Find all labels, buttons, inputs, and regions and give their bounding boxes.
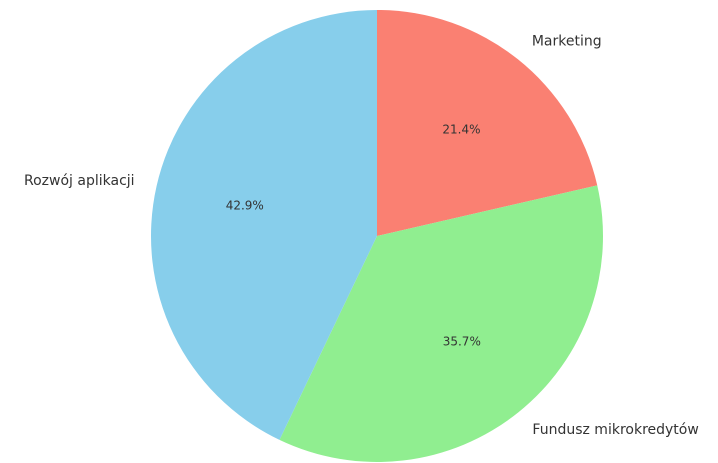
- pie-slice: [377, 10, 598, 236]
- value-label: 35.7%: [443, 334, 481, 348]
- pie-slice: [279, 185, 603, 462]
- slice-label: Marketing: [532, 33, 602, 49]
- value-label: 42.9%: [226, 199, 264, 213]
- pie-slice: [150, 9, 377, 440]
- slice-label: Fundusz mikrokredytów: [532, 422, 698, 438]
- value-label: 21.4%: [442, 122, 480, 136]
- slice-label: Rozwój aplikacji: [24, 173, 135, 189]
